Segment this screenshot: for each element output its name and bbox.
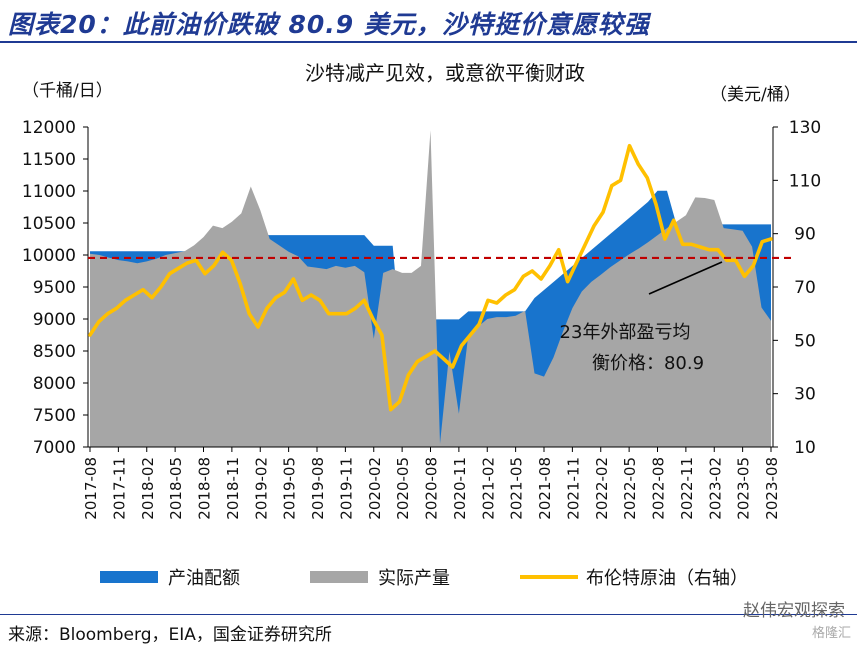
series-line-brent (88, 143, 773, 412)
y-left-tick-label: 11000 (22, 182, 76, 202)
x-tick-label: 2022-05 (621, 457, 639, 520)
y-right-tick-label: 10 (794, 438, 816, 458)
figure-title: 图表20：此前油价跌破 80.9 美元，沙特挺价意愿较强 (8, 10, 650, 39)
watermark-sub: 格隆汇 (811, 626, 851, 641)
legend-label-0: 产油配额 (168, 568, 240, 589)
y-right-tick-label: 70 (794, 278, 816, 298)
x-tick-label: 2023-08 (763, 457, 781, 520)
x-tick-label: 2023-05 (735, 457, 753, 520)
x-tick-label: 2020-08 (423, 457, 441, 520)
x-tick-label: 2018-05 (167, 457, 185, 520)
annotation-layer: 23年外部盈亏均 衡价格：80.9 (560, 261, 723, 374)
x-tick-label: 2022-11 (678, 457, 696, 520)
legend: 产油配额 实际产量 布伦特原油（右轴） (100, 568, 748, 589)
x-tick-label: 2021-02 (479, 457, 497, 520)
x-tick-label: 2020-11 (451, 457, 469, 520)
y-left-tick-label: 10000 (22, 246, 76, 266)
x-tick-label: 2021-11 (564, 457, 582, 520)
y-left-tick-label: 9500 (33, 278, 76, 298)
series-area-1 (90, 130, 771, 447)
annotation-pointer-line (648, 261, 723, 295)
y-left-tick-label: 10500 (22, 214, 76, 234)
x-tick-label: 2019-02 (252, 457, 270, 520)
y-left-tick-label: 7500 (33, 406, 76, 426)
axes-layer: 7000 7500 8000 8500 9000 9500 10000 10500 11000 1… (22, 118, 821, 520)
y-left-tick-label: 8500 (33, 342, 76, 362)
x-tick-label: 2020-05 (394, 457, 412, 520)
legend-swatch-1 (310, 571, 368, 583)
figure-header: 图表20：此前油价跌破 80.9 美元，沙特挺价意愿较强 (0, 0, 857, 40)
chart-svg: 沙特减产见效，或意欲平衡财政 （千桶/日） （美元/桶） 7000 7500 800… (22, 61, 821, 589)
y-left-tick-label: 7000 (33, 438, 76, 458)
source-note: 来源：Bloomberg，EIA，国金证券研究所 (8, 625, 332, 645)
y-right-tick-label: 50 (794, 331, 816, 351)
legend-label-2: 布伦特原油（右轴） (586, 568, 748, 589)
x-tick-label: 2021-08 (536, 457, 554, 520)
x-tick-label: 2019-11 (337, 457, 355, 520)
annotation-text-line-1: 23年外部盈亏均 (560, 322, 691, 343)
x-tick-label: 2018-02 (139, 457, 157, 520)
x-tick-label: 2023-02 (706, 457, 724, 520)
x-tick-label: 2022-08 (650, 457, 668, 520)
x-tick-label: 2018-08 (196, 457, 214, 520)
x-tick-label: 2018-11 (224, 457, 242, 520)
area-layer (90, 130, 771, 447)
y-right-tick-label: 130 (789, 118, 821, 138)
x-tick-label: 2019-05 (281, 457, 299, 520)
chart-title: 沙特减产见效，或意欲平衡财政 (305, 61, 585, 85)
footer-rule (0, 614, 857, 615)
y-left-tick-label: 11500 (22, 150, 76, 170)
y-right-unit-label: （美元/桶） (710, 85, 801, 105)
y-right-tick-label: 30 (794, 385, 816, 405)
y-right-tick-label: 90 (794, 225, 816, 245)
legend-swatch-0 (100, 571, 158, 583)
legend-label-1: 实际产量 (378, 568, 450, 589)
watermark: 赵伟宏观探索 (743, 601, 845, 621)
line-layer (88, 143, 793, 412)
header-rule (0, 41, 857, 43)
x-tick-label: 2017-08 (82, 457, 100, 520)
x-tick-label: 2020-02 (366, 457, 384, 520)
y-left-tick-label: 8000 (33, 374, 76, 394)
x-tick-label: 2019-08 (309, 457, 327, 520)
x-tick-label: 2017-11 (110, 457, 128, 520)
y-left-unit-label: （千桶/日） (22, 81, 113, 101)
y-right-tick-label: 110 (789, 171, 821, 191)
annotation-text-line-2: 衡价格：80.9 (592, 353, 704, 374)
x-tick-label: 2021-05 (508, 457, 526, 520)
y-left-tick-label: 9000 (33, 310, 76, 330)
x-tick-label: 2022-02 (593, 457, 611, 520)
y-left-tick-label: 12000 (22, 118, 76, 138)
